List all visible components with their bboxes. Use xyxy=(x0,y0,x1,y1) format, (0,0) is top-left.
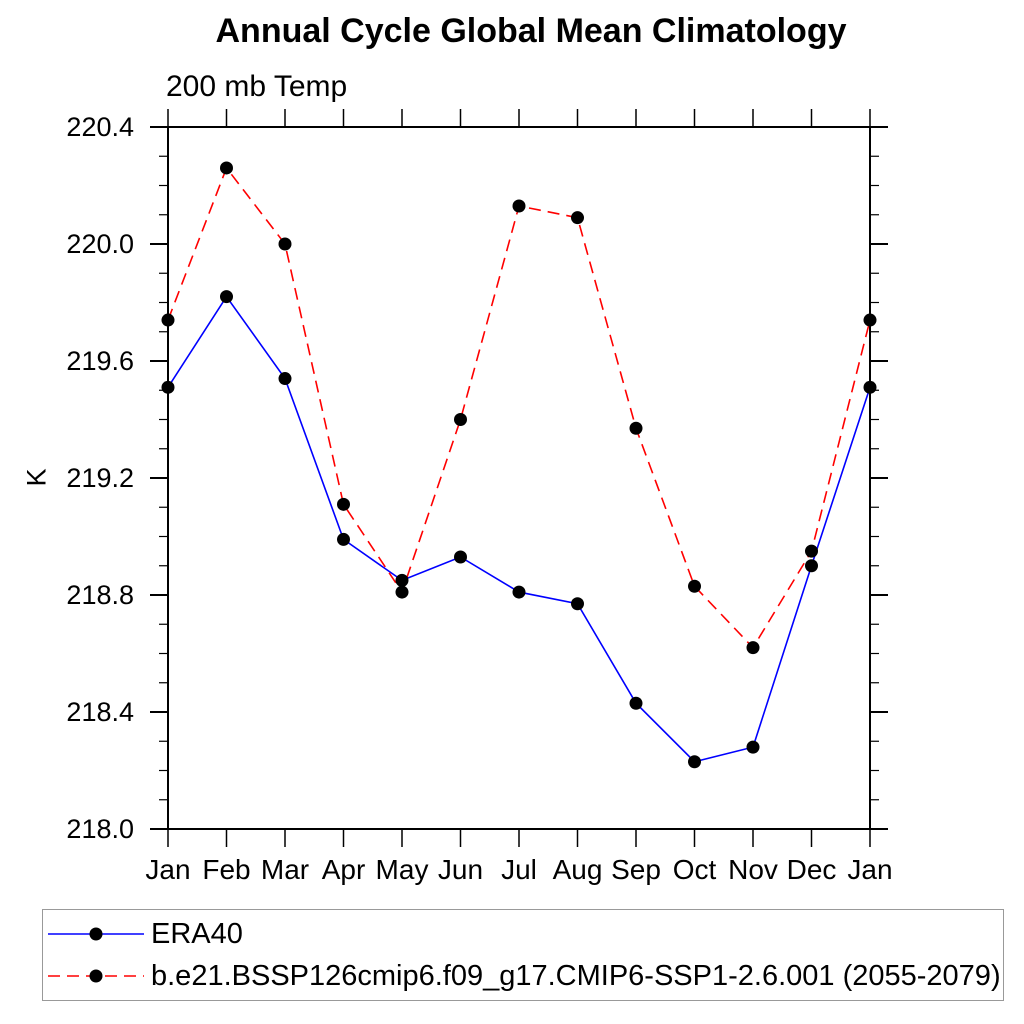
data-point-marker xyxy=(337,532,350,546)
data-point-marker xyxy=(454,413,467,426)
x-tick-label: Aug xyxy=(553,854,603,885)
data-point-marker xyxy=(805,559,818,573)
data-point-marker xyxy=(571,211,584,225)
plot-frame xyxy=(167,126,871,830)
data-point-marker xyxy=(395,585,409,599)
x-tick-label: Jul xyxy=(501,854,537,885)
x-tick-label: Jan xyxy=(847,854,892,885)
data-point-marker xyxy=(161,313,175,327)
data-point-marker xyxy=(746,740,760,754)
legend-row-model: b.e21.BSSP126cmip6.f09_g17.CMIP6-SSP1-2.… xyxy=(43,955,1003,997)
data-point-marker xyxy=(512,585,526,599)
y-tick-label: 219.6 xyxy=(66,346,134,376)
data-point-marker xyxy=(805,544,818,558)
legend-row-era40: ERA40 xyxy=(43,913,1003,955)
x-tick-label: Dec xyxy=(787,854,837,885)
series-line-solid xyxy=(167,295,871,763)
data-point-marker xyxy=(688,579,701,593)
y-tick-label: 220.0 xyxy=(66,229,134,259)
legend-box: ERA40 b.e21.BSSP126cmip6.f09_g17.CMIP6-S… xyxy=(42,909,1004,1001)
data-point-marker xyxy=(863,313,877,327)
chart-title: Annual Cycle Global Mean Climatology xyxy=(215,12,847,50)
x-tick-label: Nov xyxy=(728,854,778,885)
y-tick-label: 220.4 xyxy=(66,112,134,142)
legend-line-sample-solid xyxy=(48,927,144,941)
data-point-marker xyxy=(512,199,526,213)
x-tick-label: Feb xyxy=(202,854,250,885)
x-tick-label: Jan xyxy=(145,854,190,885)
x-tick-label: Oct xyxy=(673,854,717,885)
legend-label: ERA40 xyxy=(151,917,243,950)
data-point-marker xyxy=(278,372,292,386)
y-tick-label: 218.0 xyxy=(66,814,134,844)
x-tick-label: Mar xyxy=(261,854,309,885)
data-point-marker xyxy=(629,421,643,435)
y-tick-label: 218.8 xyxy=(66,580,134,610)
data-point-marker xyxy=(746,641,760,655)
data-point-marker xyxy=(337,497,350,511)
x-tick-label: Sep xyxy=(611,854,661,885)
data-point-marker xyxy=(629,696,643,710)
data-point-marker xyxy=(278,237,292,251)
data-point-marker xyxy=(454,550,467,564)
data-point-marker xyxy=(220,290,233,304)
data-point-marker xyxy=(863,380,877,394)
y-tick-label: 219.2 xyxy=(66,463,134,493)
legend-marker xyxy=(89,927,103,941)
x-tick-label: May xyxy=(376,854,429,885)
x-tick-label: Apr xyxy=(322,854,366,885)
legend-marker xyxy=(89,969,103,983)
data-point-marker xyxy=(688,755,701,769)
legend-label: b.e21.BSSP126cmip6.f09_g17.CMIP6-SSP1-2.… xyxy=(151,959,1001,992)
data-point-marker xyxy=(161,380,175,394)
legend-line-sample-dashed xyxy=(48,969,144,983)
data-point-marker xyxy=(571,597,584,611)
x-tick-label: Jun xyxy=(438,854,483,885)
chart-subtitle: 200 mb Temp xyxy=(166,70,348,103)
data-point-marker xyxy=(220,161,233,175)
series-line-dashed xyxy=(167,166,871,649)
y-tick-label: 218.4 xyxy=(66,697,134,727)
data-point-marker xyxy=(395,573,409,587)
